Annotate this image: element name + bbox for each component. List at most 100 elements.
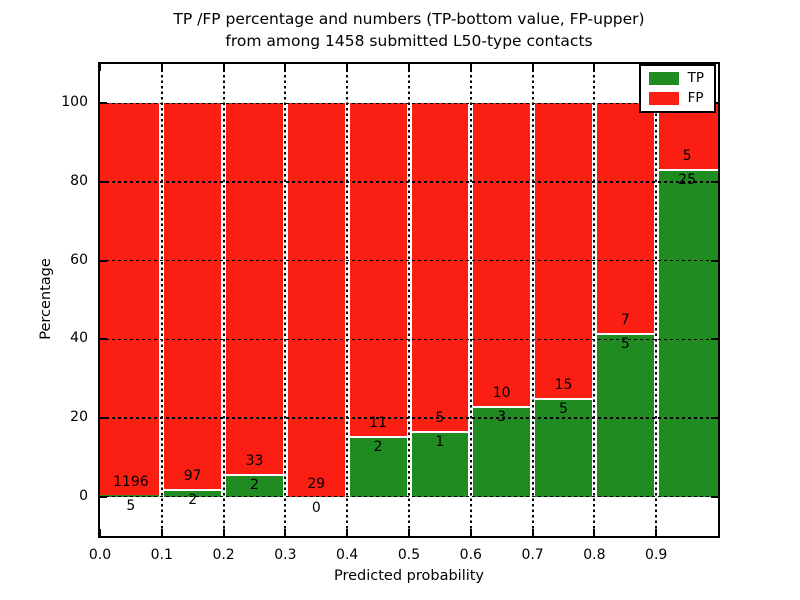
fp-count-label: 7	[620, 311, 630, 328]
x-tick-bottom	[346, 529, 349, 536]
tp-bar-segment	[532, 398, 595, 497]
fp-bar-segment	[656, 103, 718, 169]
horizontal-gridline	[100, 417, 718, 419]
tp-count-label: 2	[373, 439, 383, 456]
x-tick-top	[160, 64, 163, 71]
y-tick-left	[100, 259, 107, 262]
x-tick-top	[222, 64, 225, 71]
x-tick-bottom	[408, 529, 410, 536]
fp-legend-label: FP	[687, 90, 704, 106]
vertical-gridline-dots	[593, 64, 596, 536]
tp-count-label: 2	[250, 477, 259, 494]
x-tick-top	[346, 64, 349, 71]
fp-bar-segment	[285, 103, 348, 497]
fp-bar-segment	[409, 103, 471, 432]
x-tick-bottom	[99, 529, 101, 536]
vertical-gridline-dots	[222, 64, 225, 536]
x-tick-top	[284, 64, 287, 71]
tp-count-label: 25	[678, 171, 697, 188]
tp-count-label: 2	[188, 491, 198, 508]
fp-bar-segment	[100, 103, 162, 496]
vertical-gridline-dots	[284, 64, 287, 536]
fp-count-label: 29	[307, 475, 326, 492]
vertical-gridline	[344, 64, 350, 536]
fp-count-label: 11	[369, 415, 388, 432]
legend-entry-fp: FP	[648, 90, 704, 106]
x-tick-bottom	[222, 529, 225, 536]
y-tick-right	[711, 417, 718, 419]
x-tick-bottom	[531, 529, 534, 536]
x-tick-top	[99, 64, 101, 71]
grid-layer	[100, 64, 718, 536]
y-tick-left	[100, 495, 107, 498]
chart-title-line2: from among 1458 submitted L50-type conta…	[225, 32, 593, 50]
tp-count-label: 5	[559, 401, 568, 418]
vertical-gridline	[159, 64, 165, 536]
tp-count-label: 5	[126, 498, 136, 515]
y-tick-left	[100, 102, 107, 105]
tp-count-label: 1	[435, 434, 445, 451]
y-tick-label: 60	[70, 251, 88, 268]
vertical-gridline-dots	[531, 64, 534, 536]
tp-count-label: 3	[497, 408, 507, 425]
vertical-gridline-dots	[160, 64, 163, 536]
fp-bar-segment	[532, 103, 595, 399]
x-tick-top	[469, 64, 472, 71]
x-tick-bottom	[593, 529, 596, 536]
y-tick-right	[711, 338, 718, 341]
y-tick-label: 20	[70, 409, 88, 425]
x-tick-label: 0.8	[583, 547, 606, 563]
horizontal-gridline	[100, 259, 718, 262]
plot-area: 1196 5 97 2 33 2 29 0 11 2 5 1 10 3 15 5 7 5 5 25 TP FP	[98, 62, 720, 538]
horizontal-gridline	[100, 338, 718, 341]
fp-count-label: 97	[183, 467, 202, 484]
x-tick-bottom	[284, 529, 287, 536]
vertical-gridline-dots	[346, 64, 349, 536]
fp-bar-segment	[470, 103, 533, 406]
fp-bar-segment	[594, 103, 657, 333]
fp-count-label: 33	[245, 453, 264, 470]
fp-count-label: 5	[682, 147, 692, 164]
vertical-gridline-dots	[408, 64, 410, 536]
tp-bar-segment	[100, 495, 162, 497]
x-tick-label: 0.2	[212, 547, 235, 563]
x-tick-label: 0.6	[459, 547, 482, 563]
y-tick-left	[100, 417, 107, 419]
x-tick-bottom	[469, 529, 472, 536]
fp-bar-segment	[223, 103, 286, 475]
x-tick-top	[408, 64, 410, 71]
fp-legend-swatch	[648, 92, 679, 105]
vertical-gridline	[221, 64, 227, 536]
x-tick-bottom	[655, 529, 658, 536]
fp-count-label: 5	[435, 410, 445, 427]
horizontal-gridline	[100, 181, 718, 183]
y-tick-label: 100	[61, 94, 88, 111]
fp-count-label: 1196	[113, 474, 149, 491]
fp-bar-segment	[161, 103, 224, 489]
x-tick-label: 0.9	[645, 547, 668, 563]
legend-entry-tp: TP	[648, 71, 704, 86]
x-tick-label: 0.0	[88, 547, 112, 563]
y-tick-right	[711, 181, 718, 183]
vertical-gridline-dots	[469, 64, 472, 536]
x-tick-label: 0.5	[397, 547, 421, 563]
bar-labels-layer: 1196 5 97 2 33 2 29 0 11 2 5 1 10 3 15 5 7 5 5 25	[100, 64, 718, 536]
vertical-gridline	[468, 64, 474, 536]
y-tick-right	[711, 259, 718, 262]
y-tick-left	[100, 338, 107, 341]
x-tick-label: 0.4	[336, 547, 359, 563]
legend: TP FP	[638, 64, 716, 113]
vertical-gridline	[591, 64, 597, 536]
vertical-gridline	[282, 64, 288, 536]
tp-count-label: 5	[620, 335, 630, 352]
x-tick-top	[531, 64, 534, 71]
chart-title-line1: TP /FP percentage and numbers (TP-bottom…	[173, 10, 645, 28]
vertical-gridline-dots	[655, 64, 658, 536]
tp-bar-segment	[656, 168, 718, 497]
y-tick-label: 0	[79, 487, 88, 504]
vertical-gridline	[653, 64, 659, 536]
x-tick-label: 0.7	[521, 547, 544, 563]
horizontal-gridline	[100, 102, 718, 105]
fp-count-label: 15	[554, 377, 573, 394]
